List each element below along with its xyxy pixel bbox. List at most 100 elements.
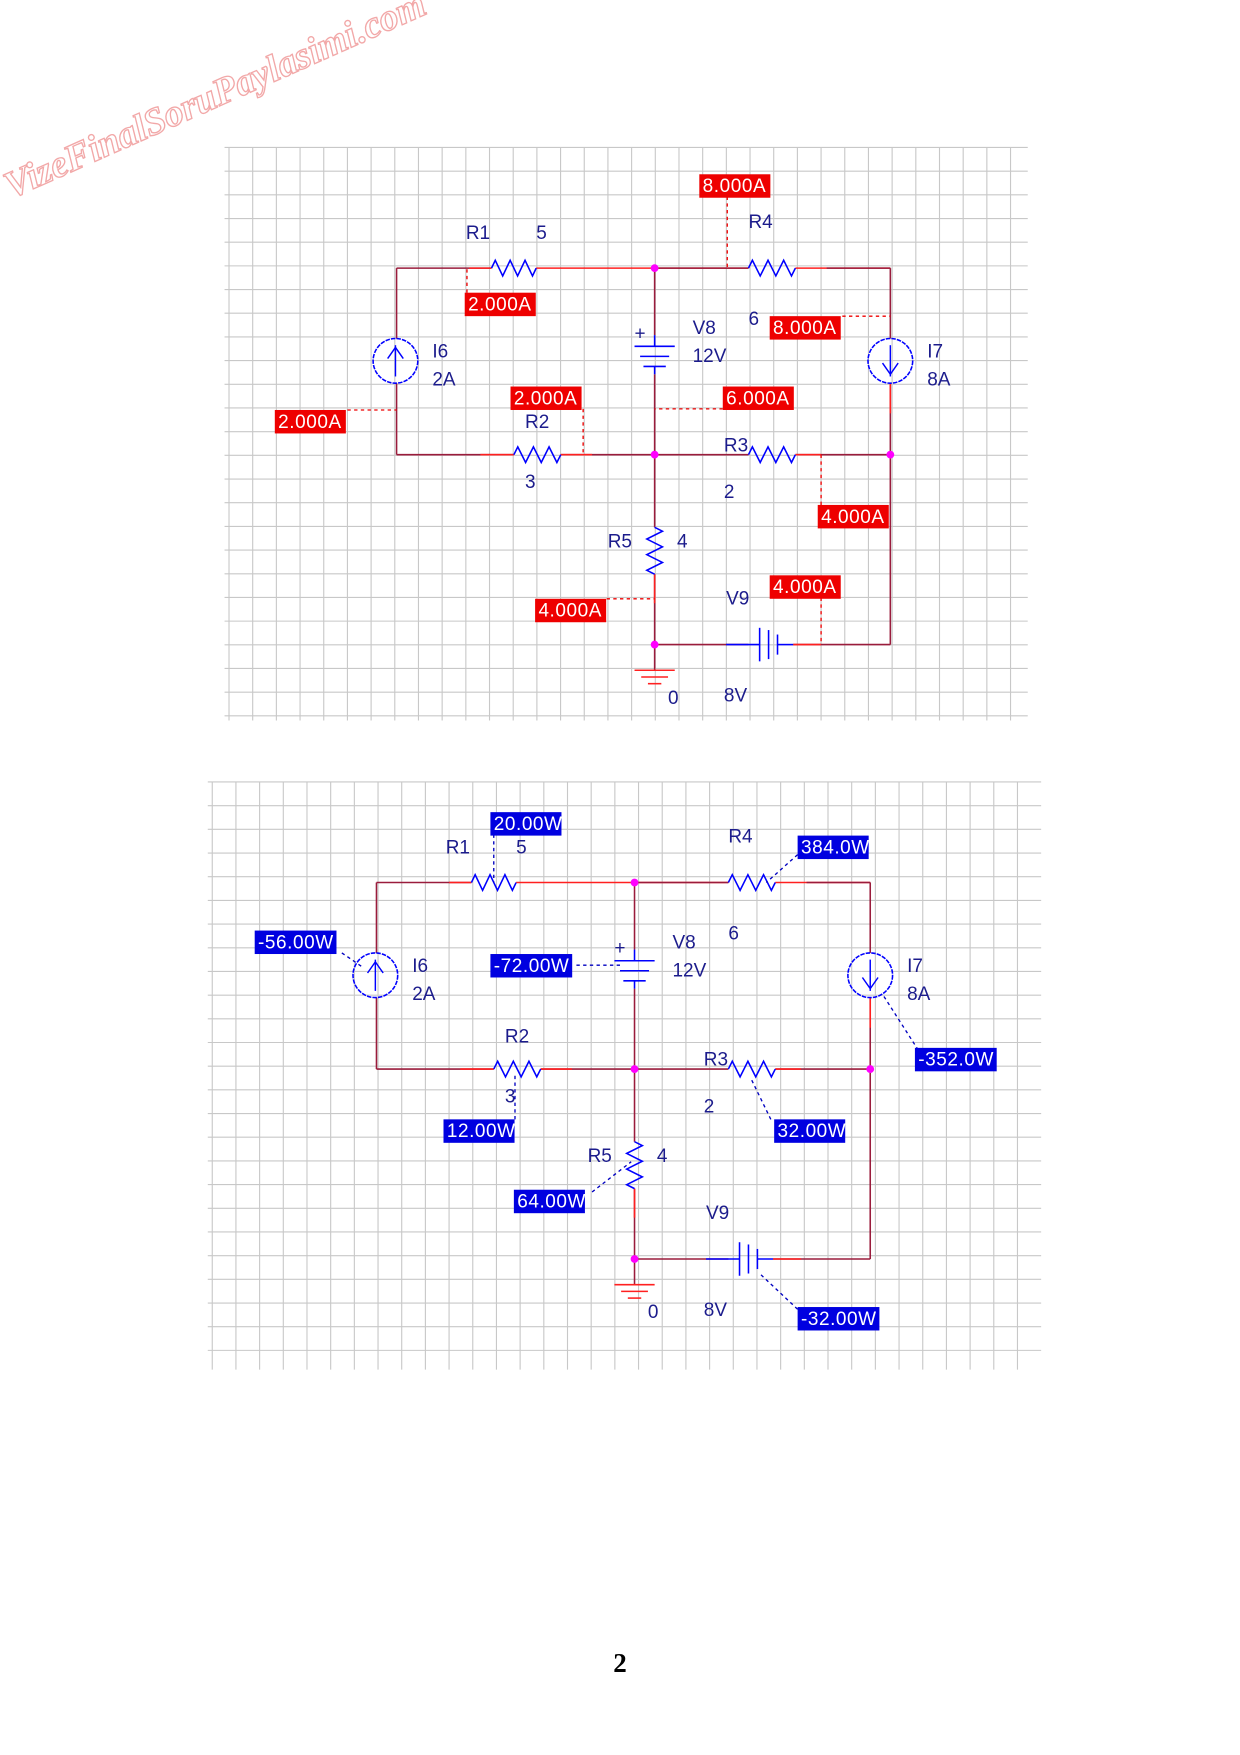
label-ground: 0 bbox=[648, 1302, 659, 1323]
label-i6: I6 bbox=[412, 956, 428, 977]
label-ground: 0 bbox=[668, 688, 679, 709]
label-r3-value: 2 bbox=[704, 1097, 715, 1118]
reading-box bbox=[817, 504, 889, 529]
reading-box bbox=[443, 1119, 515, 1143]
label-v8-value: 12V bbox=[673, 960, 707, 981]
power-reading: 12.00W bbox=[443, 1072, 516, 1143]
ground-symbol bbox=[614, 1283, 655, 1299]
current-source-i6 bbox=[352, 952, 399, 999]
reading-leader bbox=[881, 993, 919, 1051]
label-v8-value: 12V bbox=[693, 346, 727, 367]
power-reading: 32.00W bbox=[750, 1077, 847, 1143]
junction-node bbox=[650, 264, 659, 273]
label-v9: V9 bbox=[706, 1203, 729, 1224]
label-i6-value: 2A bbox=[412, 984, 436, 1005]
reading-box bbox=[490, 954, 573, 978]
label-v9-value: 8V bbox=[704, 1300, 728, 1321]
voltage-source-v8: + bbox=[635, 324, 675, 375]
reading-leader bbox=[591, 1161, 632, 1193]
current-source-i7 bbox=[847, 952, 894, 999]
label-r4-value: 6 bbox=[748, 309, 759, 330]
watermark: VizeFinalSoruPaylasimi.com bbox=[0, 0, 432, 207]
label-r3-value: 2 bbox=[724, 482, 735, 503]
resistor-r2 bbox=[493, 1059, 542, 1079]
reading-box bbox=[797, 835, 869, 860]
label-r1-value: 5 bbox=[516, 837, 527, 858]
junction-node bbox=[866, 1065, 875, 1073]
resistor-r2 bbox=[513, 445, 562, 465]
label-r5: R5 bbox=[588, 1146, 612, 1167]
arrow-up-icon bbox=[387, 346, 404, 360]
label-r2-value: 3 bbox=[505, 1087, 516, 1108]
reading-value: 12.00W bbox=[447, 1121, 516, 1142]
reading-value: 4.000A bbox=[773, 577, 837, 598]
reading-value: 384.0W bbox=[801, 837, 870, 858]
power-reading: -56.00W bbox=[254, 930, 364, 968]
arrow-down-icon bbox=[881, 362, 899, 376]
reading-leader bbox=[759, 1273, 799, 1310]
label-r4-value: 6 bbox=[728, 924, 739, 945]
label-v9-value: 8V bbox=[724, 686, 748, 707]
label-r2: R2 bbox=[505, 1026, 529, 1047]
reading-box bbox=[490, 812, 562, 836]
reading-box bbox=[699, 174, 771, 198]
reading-value: -32.00W bbox=[801, 1309, 877, 1330]
current-reading: 2.000A bbox=[464, 268, 536, 317]
label-v8: V8 bbox=[673, 932, 696, 953]
label-i7: I7 bbox=[907, 956, 923, 977]
current-reading: 4.000A bbox=[769, 575, 841, 645]
reading-value: 6.000A bbox=[726, 388, 790, 409]
resistor-r5 bbox=[645, 526, 665, 575]
junction-node bbox=[630, 878, 639, 887]
ground-symbol bbox=[634, 669, 675, 685]
label-r1: R1 bbox=[466, 223, 490, 244]
current-reading: 4.000A bbox=[817, 454, 889, 529]
label-r3: R3 bbox=[724, 435, 748, 456]
current-reading: 2.000A bbox=[510, 386, 584, 455]
current-source-circle bbox=[372, 337, 419, 384]
reading-value: 32.00W bbox=[778, 1121, 847, 1142]
reading-leader bbox=[750, 1077, 772, 1120]
current-source-circle bbox=[847, 952, 894, 999]
label-r4: R4 bbox=[728, 826, 752, 847]
reading-box bbox=[774, 1119, 846, 1143]
junction-node bbox=[650, 640, 659, 649]
current-source-i7 bbox=[867, 337, 914, 384]
reading-box bbox=[797, 1307, 880, 1331]
resistor-r4 bbox=[747, 258, 797, 278]
resistor-r1 bbox=[490, 258, 537, 278]
current-reading: 8.000A bbox=[769, 315, 891, 340]
label-r5-value: 4 bbox=[677, 531, 688, 552]
label-i7: I7 bbox=[927, 341, 943, 362]
label-i6-value: 2A bbox=[432, 369, 456, 390]
plus-sign: + bbox=[635, 324, 646, 345]
reading-box bbox=[535, 598, 607, 623]
current-reading: 4.000A bbox=[535, 598, 655, 623]
reading-box bbox=[513, 1189, 585, 1214]
reading-box bbox=[274, 409, 346, 434]
reading-box bbox=[722, 386, 794, 410]
current-reading: 2.000A bbox=[274, 409, 397, 434]
reading-value: 4.000A bbox=[821, 507, 885, 528]
resistor-r5 bbox=[624, 1140, 645, 1190]
reading-value: -72.00W bbox=[494, 956, 570, 977]
reading-box bbox=[254, 930, 337, 955]
reading-leader bbox=[765, 854, 799, 884]
junction-node bbox=[886, 450, 895, 459]
arrow-up-icon bbox=[366, 960, 384, 974]
arrow-down-icon bbox=[861, 977, 879, 990]
page-number: 2 bbox=[613, 1648, 627, 1678]
label-r2-value: 3 bbox=[525, 472, 536, 493]
reading-value: 20.00W bbox=[494, 814, 563, 835]
label-v8: V8 bbox=[693, 318, 716, 339]
power-reading: -32.00W bbox=[759, 1273, 880, 1331]
reading-value: -352.0W bbox=[918, 1050, 994, 1071]
label-i6: I6 bbox=[432, 341, 448, 362]
current-reading: 8.000A bbox=[699, 174, 771, 269]
grid bbox=[224, 146, 1028, 721]
reading-value: 2.000A bbox=[514, 388, 578, 409]
label-r5: R5 bbox=[608, 531, 632, 552]
current-reading: 6.000A bbox=[654, 386, 794, 410]
reading-box bbox=[510, 386, 582, 410]
label-r5-value: 4 bbox=[657, 1146, 668, 1167]
